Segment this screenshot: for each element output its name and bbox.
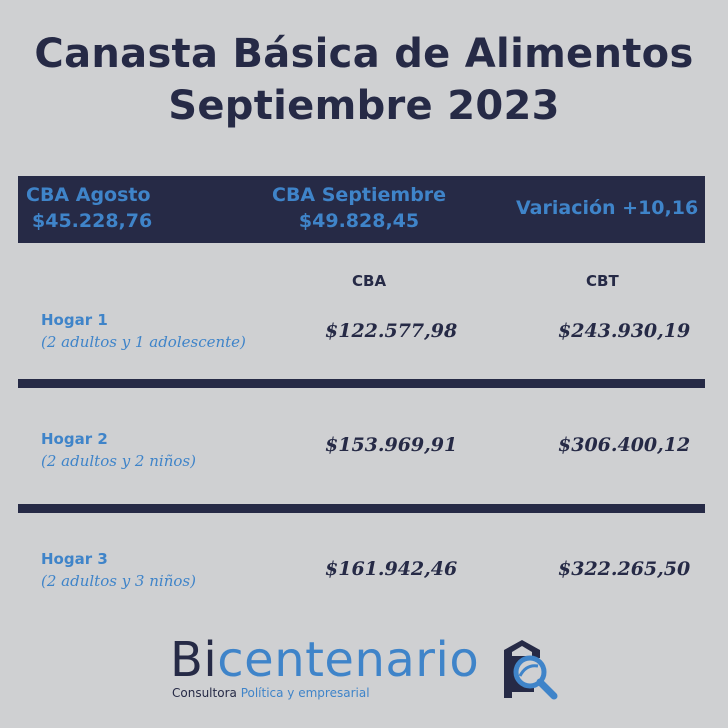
- row-separator: [18, 379, 705, 388]
- hogar-2-detail: (2 adultos y 2 niños): [41, 452, 196, 470]
- hogar-1: Hogar 1 (2 adultos y 1 adolescente): [41, 309, 246, 353]
- hogar-3: Hogar 3 (2 adultos y 3 niños): [41, 548, 196, 592]
- hogar-2-cba: $153.969,91: [325, 434, 458, 456]
- page-title: Canasta Básica de Alimentos Septiembre 2…: [0, 28, 728, 132]
- hogar-2-cbt: $306.400,12: [558, 434, 691, 456]
- hogar-1-detail: (2 adultos y 1 adolescente): [41, 333, 246, 351]
- variacion: Variación +10,16: [516, 197, 699, 219]
- cba-agosto: CBA Agosto $45.228,76: [26, 182, 152, 234]
- logo-prefix: Bi: [170, 632, 218, 688]
- logo-suffix: centenario: [217, 632, 480, 688]
- hogar-2-name: Hogar 2: [41, 430, 108, 448]
- summary-band: CBA Agosto $45.228,76 CBA Septiembre $49…: [18, 176, 705, 243]
- hogar-3-cbt: $322.265,50: [558, 558, 691, 580]
- hogar-3-detail: (2 adultos y 3 niños): [41, 572, 196, 590]
- logo-tag-politica: Política y empresarial: [240, 686, 370, 700]
- title-line-2: Septiembre 2023: [168, 83, 560, 129]
- logo-wordmark: Bicentenario: [170, 632, 479, 688]
- cba-agosto-value: $45.228,76: [32, 210, 153, 232]
- cba-agosto-label: CBA Agosto: [26, 184, 151, 206]
- title-line-1: Canasta Básica de Alimentos: [34, 31, 694, 77]
- column-header-cba: CBA: [352, 272, 387, 290]
- hogar-1-cbt: $243.930,19: [558, 320, 691, 342]
- hogar-2: Hogar 2 (2 adultos y 2 niños): [41, 428, 196, 472]
- house-magnifier-icon: [504, 640, 558, 700]
- logo-tagline: Consultora Política y empresarial: [172, 686, 370, 700]
- row-separator: [18, 504, 705, 513]
- hogar-3-name: Hogar 3: [41, 550, 108, 568]
- bicentenario-logo: Bicentenario Consultora Política y empre…: [170, 632, 570, 712]
- hogar-1-cba: $122.577,98: [325, 320, 458, 342]
- cba-septiembre: CBA Septiembre $49.828,45: [272, 182, 446, 234]
- hogar-3-cba: $161.942,46: [325, 558, 458, 580]
- cba-septiembre-value: $49.828,45: [298, 210, 420, 232]
- cba-septiembre-label: CBA Septiembre: [272, 184, 447, 206]
- hogar-1-name: Hogar 1: [41, 311, 108, 329]
- column-header-cbt: CBT: [586, 272, 619, 290]
- logo-tag-consultora: Consultora: [172, 686, 237, 700]
